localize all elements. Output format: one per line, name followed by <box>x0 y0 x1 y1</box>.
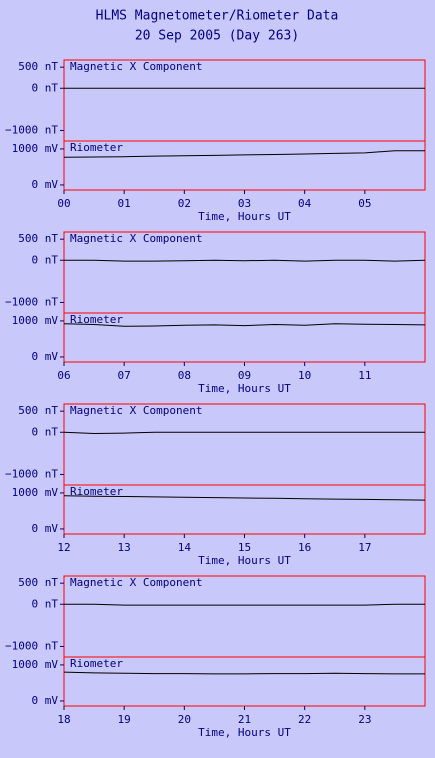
x-axis-label: Time, Hours UT <box>198 554 291 567</box>
x-tick-label: 02 <box>178 197 191 210</box>
x-tick-label: 22 <box>298 713 311 726</box>
plot-title: Riometer <box>70 141 123 154</box>
x-tick-label: 09 <box>238 369 251 382</box>
y-tick-label: 0 nT <box>32 597 59 610</box>
x-tick-label: 04 <box>298 197 312 210</box>
x-tick-label: 19 <box>118 713 131 726</box>
y-tick-label: −1000 nT <box>5 295 58 308</box>
x-tick-label: 21 <box>238 713 251 726</box>
y-tick-label: −1000 nT <box>5 467 58 480</box>
y-tick-label: 500 nT <box>18 232 58 245</box>
page-title: HLMS Magnetometer/Riometer Data <box>96 9 339 24</box>
x-axis-label: Time, Hours UT <box>198 726 291 739</box>
x-tick-label: 11 <box>358 369 371 382</box>
y-tick-label: 1000 mV <box>12 486 59 499</box>
y-tick-label: 0 mV <box>32 178 59 191</box>
y-tick-label: 500 nT <box>18 60 58 73</box>
plot-title: Magnetic X Component <box>70 232 202 245</box>
y-tick-label: 0 nT <box>32 425 59 438</box>
data-line <box>64 603 425 606</box>
y-tick-label: 0 mV <box>32 694 59 707</box>
data-line <box>63 671 425 675</box>
x-tick-label: 00 <box>57 197 70 210</box>
x-tick-label: 07 <box>118 369 131 382</box>
y-tick-label: 0 nT <box>32 253 59 266</box>
x-tick-label: 23 <box>358 713 371 726</box>
y-tick-label: −1000 nT <box>5 639 58 652</box>
y-tick-label: 0 mV <box>32 522 59 535</box>
x-tick-label: 01 <box>118 197 131 210</box>
plot-title: Riometer <box>70 313 123 326</box>
plot-title: Magnetic X Component <box>70 576 202 589</box>
y-tick-label: 1000 mV <box>12 142 59 155</box>
y-tick-label: −1000 nT <box>5 123 58 136</box>
x-tick-label: 08 <box>178 369 191 382</box>
x-tick-label: 15 <box>238 541 251 554</box>
page-subtitle: 20 Sep 2005 (Day 263) <box>135 29 299 44</box>
plot-title: Riometer <box>70 657 123 670</box>
x-tick-label: 03 <box>238 197 251 210</box>
data-line <box>64 259 426 262</box>
plot-title: Magnetic X Component <box>70 404 202 417</box>
x-axis-label: Time, Hours UT <box>198 382 291 395</box>
y-tick-label: 1000 mV <box>12 314 59 327</box>
y-tick-label: 1000 mV <box>12 658 59 671</box>
x-tick-label: 13 <box>118 541 131 554</box>
x-axis-label: Time, Hours UT <box>198 210 291 223</box>
x-tick-label: 14 <box>178 541 192 554</box>
y-tick-label: 0 nT <box>32 81 59 94</box>
data-line <box>63 431 425 435</box>
x-tick-label: 10 <box>298 369 311 382</box>
x-tick-label: 16 <box>298 541 311 554</box>
y-tick-label: 0 mV <box>32 350 59 363</box>
plot-title: Riometer <box>70 485 123 498</box>
x-tick-label: 05 <box>358 197 371 210</box>
plot-title: Magnetic X Component <box>70 60 202 73</box>
x-tick-label: 17 <box>358 541 371 554</box>
x-tick-label: 12 <box>57 541 70 554</box>
data-line <box>63 495 426 501</box>
x-tick-label: 20 <box>178 713 191 726</box>
x-tick-label: 06 <box>57 369 70 382</box>
y-tick-label: 500 nT <box>18 404 58 417</box>
x-tick-label: 18 <box>57 713 70 726</box>
data-line <box>63 150 425 158</box>
data-line <box>63 323 426 327</box>
y-tick-label: 500 nT <box>18 576 58 589</box>
